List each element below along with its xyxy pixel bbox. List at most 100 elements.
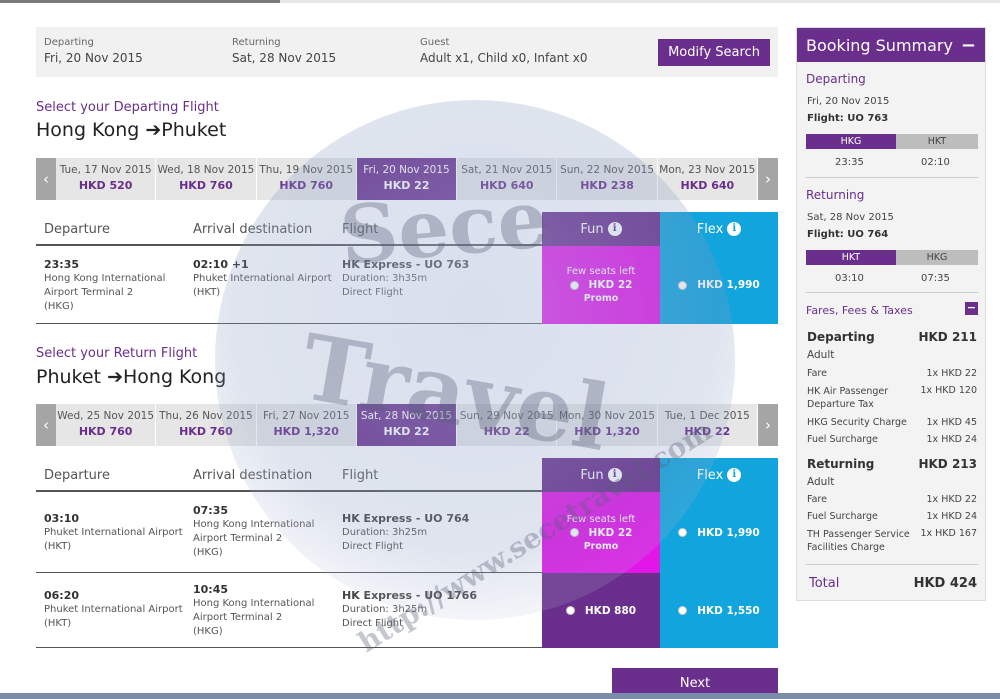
date-option[interactable]: Tue, 1 Dec 2015 HKD 22 <box>657 404 758 446</box>
modify-search-button[interactable]: Modify Search <box>658 39 770 66</box>
return-date-strip: ‹ Wed, 25 Nov 2015 HKD 760 Thu, 26 Nov 20… <box>36 404 778 446</box>
col-flight: Flight <box>342 222 379 237</box>
date-option[interactable]: Fri, 27 Nov 2015 HKD 1,320 <box>256 404 357 446</box>
date-option-selected[interactable]: Fri, 20 Nov 2015 HKD 22 <box>356 158 458 200</box>
fare-line-amount: 1x HKD 22 <box>926 494 977 505</box>
date-option[interactable]: Thu, 26 Nov 2015 HKD 760 <box>156 404 257 446</box>
booking-summary-panel: Booking Summary − Departing Fri, 20 Nov … <box>796 27 986 601</box>
col-departure: Departure <box>44 468 110 483</box>
date-option[interactable]: Tue, 17 Nov 2015 HKD 520 <box>56 158 157 200</box>
fare-radio[interactable] <box>569 528 579 537</box>
fare-line: Fuel Surcharge 1x HKD 24 <box>807 511 977 522</box>
fare-line: TH Passenger Service Facilities Charge 1x… <box>807 528 977 554</box>
date-label: Fri, 27 Nov 2015 <box>262 410 350 422</box>
fare-radio[interactable] <box>569 280 579 290</box>
arrival-cell: 07:35 Hong Kong International Airport Te… <box>193 504 314 560</box>
fare-line: HKG Security Charge 1x HKD 45 <box>807 417 977 428</box>
col-arrival: Arrival destination <box>193 468 313 483</box>
arr-time: 02:10 +1 <box>193 258 249 271</box>
fare-radio[interactable] <box>565 606 575 615</box>
arr-airport-line: Hong Kong International <box>193 519 315 530</box>
arrival-cell: 02:10 +1 Phuket International Airport (H… <box>193 258 332 300</box>
col-flex: Flex i <box>660 458 778 492</box>
flex-fare-option[interactable]: HKD 1,990 <box>660 246 778 324</box>
departing-date-strip: ‹ Tue, 17 Nov 2015 HKD 520 Wed, 18 Nov 20… <box>36 158 778 200</box>
leg-origin: HKT <box>806 250 903 265</box>
fare-line-amount: 1x HKD 45 <box>926 417 977 428</box>
date-price: HKD 22 <box>383 179 430 192</box>
prev-dates-button[interactable]: ‹ <box>36 158 56 200</box>
next-dates-button[interactable]: › <box>758 404 778 446</box>
arr-airport-line: (HKG) <box>193 547 223 558</box>
date-price: HKD 22 <box>483 425 530 438</box>
arr-time: 07:35 <box>193 504 229 517</box>
watermark-text: Travel <box>293 313 617 473</box>
fare-line-amount: 1x HKD 167 <box>920 528 977 539</box>
fare-radio[interactable] <box>678 280 688 290</box>
date-option[interactable]: Wed, 25 Nov 2015 HKD 760 <box>56 404 157 446</box>
col-fun-label: Fun <box>580 467 604 483</box>
info-icon[interactable]: i <box>607 222 622 236</box>
flex-fare-option[interactable]: HKD 1,550 <box>660 573 778 648</box>
date-price: HKD 760 <box>279 179 334 192</box>
flight-row: 06:20 Phuket International Airport (HKT)… <box>36 573 778 648</box>
date-label: Tue, 1 Dec 2015 <box>664 410 750 422</box>
few-seats-note: Few seats left <box>566 266 636 277</box>
fun-price: HKD 880 <box>584 604 637 617</box>
table-header: Departure Arrival destination Flight Fun… <box>36 212 778 246</box>
date-label: Mon, 30 Nov 2015 <box>559 410 656 422</box>
return-section-title: Select your Return Flight <box>36 346 198 361</box>
promo-tag: Promo <box>583 540 619 552</box>
fare-radio[interactable] <box>678 606 688 615</box>
fun-fare-option[interactable]: Few seats left HKD 22 Promo <box>542 492 660 573</box>
departure-cell: 03:10 Phuket International Airport (HKT) <box>44 512 183 554</box>
chevron-right-icon: › <box>765 416 771 434</box>
bottom-bar <box>0 693 1000 699</box>
duration: Duration: 3h25m <box>342 527 428 538</box>
fares-collapse-icon[interactable]: − <box>965 301 978 315</box>
date-option[interactable]: Sun, 22 Nov 2015 HKD 238 <box>557 158 658 200</box>
date-option[interactable]: Wed, 18 Nov 2015 HKD 760 <box>156 158 257 200</box>
date-price: HKD 760 <box>78 425 133 438</box>
fare-line: Fuel Surcharge 1x HKD 24 <box>807 434 977 445</box>
leg-arr-time: 07:35 <box>921 273 950 284</box>
prev-dates-button[interactable]: ‹ <box>36 404 56 446</box>
fare-line-name: Fuel Surcharge <box>807 511 878 522</box>
dep-airport-line: (HKG) <box>44 301 74 312</box>
leg-dep-time: 23:35 <box>835 157 864 168</box>
flex-price: HKD 1,990 <box>697 526 760 539</box>
pax-type: Adult <box>807 476 835 488</box>
info-icon[interactable]: i <box>727 468 742 482</box>
summary-header: Booking Summary − <box>797 28 985 62</box>
flex-price: HKD 1,990 <box>697 279 760 291</box>
table-header: Departure Arrival destination Flight Fun… <box>36 458 778 492</box>
date-label: Wed, 25 Nov 2015 <box>57 410 155 422</box>
airline: HK Express - UO 1766 <box>342 589 477 602</box>
date-option[interactable]: Thu, 19 Nov 2015 HKD 760 <box>256 158 357 200</box>
info-icon[interactable]: i <box>727 222 742 236</box>
summary-total: Total HKD 424 <box>809 576 977 591</box>
info-icon[interactable]: i <box>607 468 622 482</box>
arr-airport-line: Phuket International Airport <box>193 273 332 284</box>
flex-fare-option[interactable]: HKD 1,990 <box>660 492 778 573</box>
summary-departing-flight: Flight: UO 763 <box>807 113 889 124</box>
date-label: Wed, 18 Nov 2015 <box>157 164 255 176</box>
date-option[interactable]: Mon, 23 Nov 2015 HKD 640 <box>657 158 758 200</box>
route-to: Phuket <box>161 119 227 141</box>
next-dates-button[interactable]: › <box>758 158 778 200</box>
flight-cell: HK Express - UO 1766 Duration: 3h25m Dir… <box>342 589 477 631</box>
total-label: Total <box>809 576 840 591</box>
fare-radio[interactable] <box>678 528 688 537</box>
route-from: Hong Kong <box>36 119 140 141</box>
collapse-icon[interactable]: − <box>960 34 976 56</box>
fun-fare-option[interactable]: Few seats left HKD 22 Promo <box>542 246 660 324</box>
date-price: HKD 22 <box>383 425 430 438</box>
date-option[interactable]: Sat, 21 Nov 2015 HKD 640 <box>457 158 558 200</box>
fun-fare-option[interactable]: HKD 880 <box>542 573 660 648</box>
departure-cell: 06:20 Phuket International Airport (HKT) <box>44 589 183 631</box>
date-option-selected[interactable]: Sat, 28 Nov 2015 HKD 22 <box>356 404 458 446</box>
date-option[interactable]: Mon, 30 Nov 2015 HKD 1,320 <box>557 404 658 446</box>
summary-title: Booking Summary <box>806 35 953 55</box>
date-label: Thu, 26 Nov 2015 <box>159 410 253 422</box>
date-option[interactable]: Sun, 29 Nov 2015 HKD 22 <box>457 404 558 446</box>
